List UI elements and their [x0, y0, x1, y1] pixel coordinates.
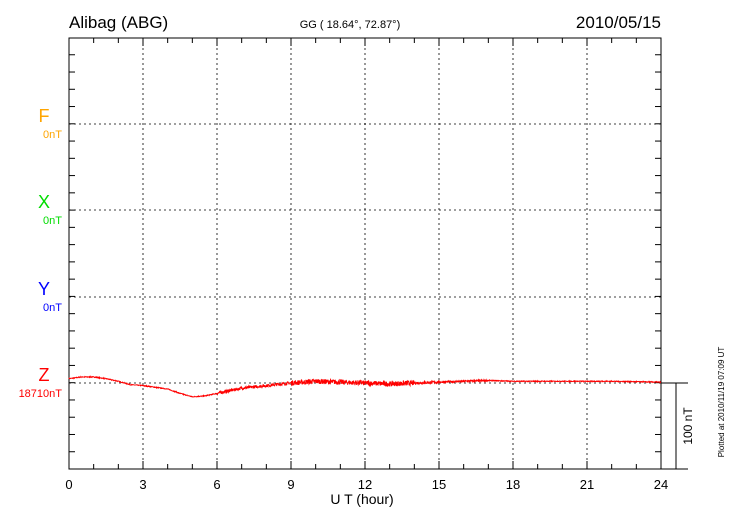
- component-label-y: Y: [38, 279, 50, 299]
- component-baseline-y: 0nT: [43, 302, 62, 314]
- x-tick-label: 6: [213, 477, 220, 492]
- x-tick-label: 9: [287, 477, 294, 492]
- component-label-f: F: [39, 106, 50, 126]
- plotted-timestamp: Plotted at 2010/11/19 07:09 UT: [717, 347, 726, 458]
- component-baseline-f: 0nT: [43, 129, 62, 141]
- series-line-z: [68, 375, 662, 398]
- x-tick-label: 21: [580, 477, 594, 492]
- x-tick-label: 3: [139, 477, 146, 492]
- component-baseline-x: 0nT: [43, 215, 62, 227]
- component-label-z: Z: [39, 365, 50, 385]
- component-label-x: X: [38, 192, 50, 212]
- coordinates-label: GG ( 18.64°, 72.87°): [300, 19, 401, 31]
- x-axis-label: U T (hour): [330, 491, 393, 507]
- x-tick-label: 12: [358, 477, 372, 492]
- station-title: Alibag (ABG): [69, 13, 168, 32]
- x-tick-label: 24: [654, 477, 668, 492]
- scale-bar-label: 100 nT: [681, 407, 695, 445]
- x-tick-label: 15: [432, 477, 446, 492]
- component-baseline-z: 18710nT: [19, 388, 63, 400]
- date-label: 2010/05/15: [576, 13, 661, 32]
- x-tick-label: 0: [65, 477, 72, 492]
- x-tick-label: 18: [506, 477, 520, 492]
